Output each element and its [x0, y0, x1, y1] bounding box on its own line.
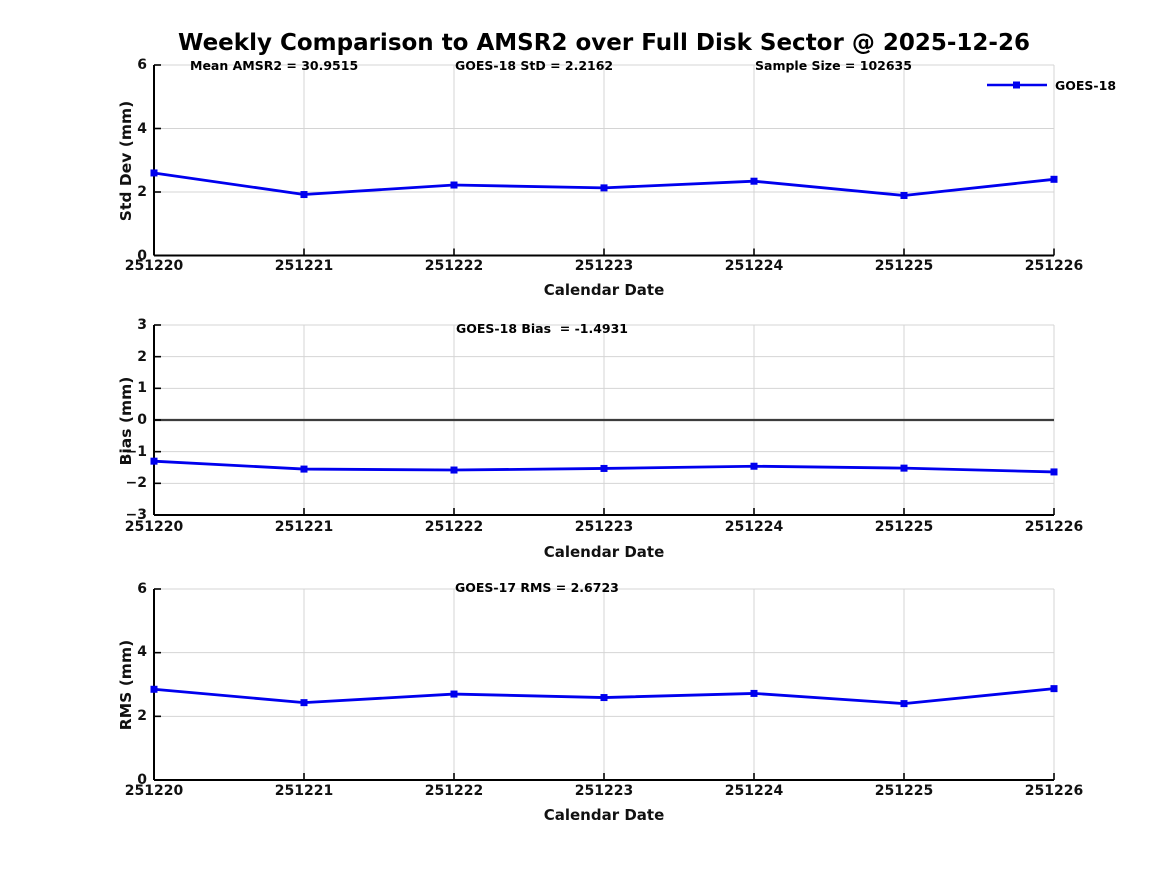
x-tick-label: 251221 [274, 519, 334, 535]
GOES-18-square-marker [1050, 684, 1058, 692]
x-tick-label: 251224 [724, 519, 784, 535]
std-dev-chart-annotation: Sample Size = 102635 [755, 58, 912, 73]
GOES-18-square-marker [300, 698, 308, 706]
x-tick-label: 251222 [424, 258, 484, 274]
y-tick-label: −1 [125, 443, 147, 460]
y-tick-label: 3 [137, 317, 147, 333]
x-tick-label: 251221 [274, 258, 334, 274]
x-tick-label: 251224 [724, 783, 784, 799]
bias-chart-plot-area [150, 324, 1058, 516]
GOES-18-square-marker [750, 689, 758, 697]
rms-chart-annotation: GOES-17 RMS = 2.6723 [455, 580, 619, 595]
y-axis-label-text: Std Dev (mm) [117, 101, 135, 222]
std-dev-chart-plot-area [150, 64, 1058, 257]
GOES-18-square-marker [600, 693, 608, 701]
x-tick-label: 251225 [874, 783, 934, 799]
y-axis-label-text: RMS (mm) [117, 639, 135, 731]
legend: GOES-18 [986, 77, 1116, 93]
y-axis-label-text: Bias (mm) [117, 376, 135, 466]
x-tick-label: 251224 [724, 258, 784, 274]
y-tick-label: −3 [125, 507, 147, 523]
GOES-18-square-marker [450, 181, 458, 189]
GOES-18-square-marker [750, 177, 758, 185]
y-tick-label: 4 [137, 644, 147, 661]
GOES-18-square-marker [900, 191, 908, 199]
y-tick-label: 6 [137, 57, 147, 73]
GOES-18-square-marker [600, 184, 608, 192]
x-tick-label: 251220 [124, 258, 184, 274]
x-axis-label: Calendar Date [543, 543, 665, 561]
rms-chart-plot-area [150, 587, 1058, 781]
x-tick-label: 251223 [574, 519, 634, 535]
x-axis-label: Calendar Date [543, 806, 665, 824]
y-tick-label: 1 [137, 380, 147, 397]
y-tick-label: 0 [137, 247, 147, 264]
bias-chart-annotation: GOES-18 Bias = -1.4931 [456, 321, 629, 336]
x-tick-label: 251222 [424, 783, 484, 799]
figure-title: Weekly Comparison to AMSR2 over Full Dis… [178, 30, 1030, 56]
GOES-18-square-marker [900, 464, 908, 472]
x-tick-label: 251226 [1024, 519, 1084, 535]
legend-label: GOES-18 [1055, 77, 1117, 93]
GOES-18-square-marker [750, 462, 758, 470]
x-tick-label: 251220 [124, 519, 184, 535]
x-axis-label: Calendar Date [543, 281, 665, 299]
y-tick-label: −2 [125, 475, 147, 492]
x-tick-label: 251223 [574, 783, 634, 799]
GOES-18-square-marker [1050, 175, 1058, 183]
y-tick-label: 6 [137, 580, 147, 597]
y-tick-label: 4 [137, 120, 147, 137]
x-tick-label: 251220 [124, 783, 184, 799]
GOES-18-square-marker [1050, 468, 1058, 476]
GOES-18-square-marker [900, 699, 908, 707]
std-dev-chart-annotation: GOES-18 StD = 2.2162 [455, 58, 614, 73]
y-tick-label: 2 [137, 707, 147, 724]
GOES-18-square-marker [150, 169, 158, 177]
legend-line-sample [987, 81, 1047, 89]
x-tick-label: 251225 [874, 519, 934, 535]
x-tick-label: 251226 [1024, 783, 1084, 799]
y-tick-label: 0 [137, 771, 147, 788]
GOES-18-square-marker [300, 465, 308, 473]
GOES-18-square-marker [150, 457, 158, 465]
x-tick-label: 251222 [424, 519, 484, 535]
GOES-18-square-marker [150, 685, 158, 693]
y-tick-label: 0 [137, 412, 147, 428]
x-tick-label: 251221 [274, 783, 334, 799]
x-tick-label: 251226 [1024, 258, 1084, 274]
GOES-18-square-marker [300, 191, 308, 199]
GOES-18-square-marker [450, 690, 458, 698]
y-tick-label: 2 [137, 184, 147, 200]
std-dev-chart-annotation: Mean AMSR2 = 30.9515 [190, 58, 359, 73]
GOES-18-square-marker [600, 464, 608, 472]
x-tick-label: 251223 [574, 258, 634, 274]
y-tick-label: 2 [137, 348, 147, 365]
GOES-18-square-marker [450, 466, 458, 474]
x-tick-label: 251225 [874, 258, 934, 274]
legend-square-marker-icon [1013, 81, 1020, 89]
